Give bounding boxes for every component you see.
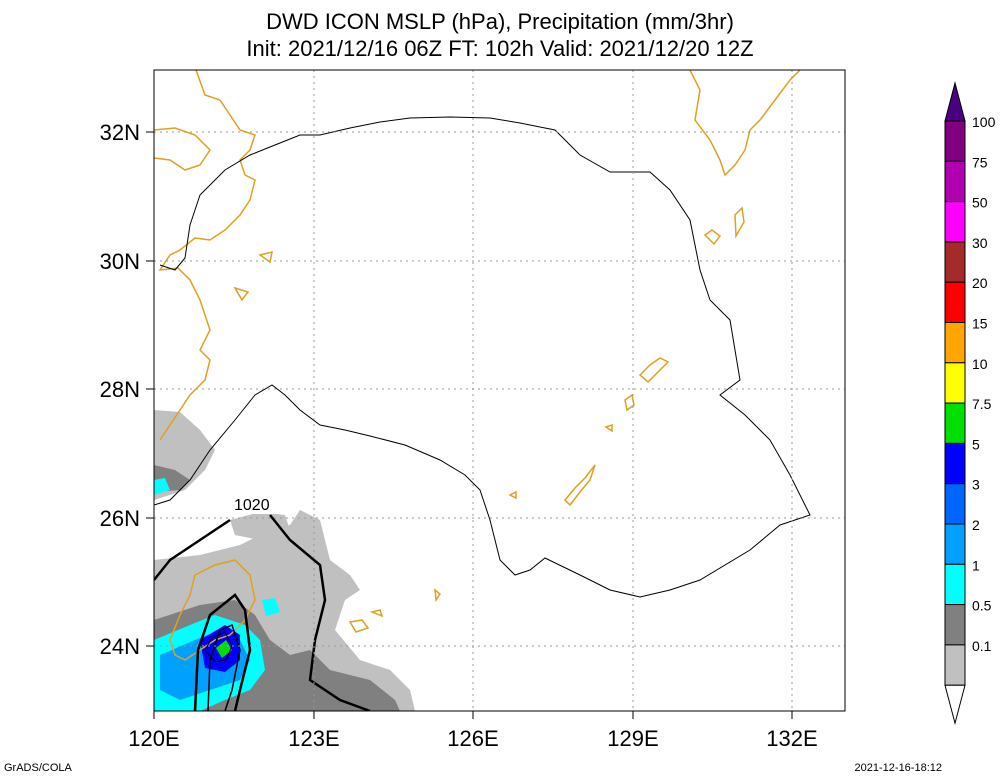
- legend-top-arrow: [944, 81, 966, 122]
- coastline-china: [158, 70, 256, 441]
- graticule: [154, 70, 845, 711]
- lon-tick-label: 123E: [288, 726, 339, 751]
- coastline-kyushu: [689, 70, 801, 177]
- legend-swatch: [944, 281, 966, 324]
- legend-label: 75: [972, 154, 988, 170]
- legend-swatch: [944, 644, 966, 686]
- legend-label: 10: [972, 356, 988, 372]
- coastline-island: [348, 619, 370, 633]
- legend-bottom-arrow: [944, 684, 966, 726]
- legend-swatch: [944, 241, 966, 283]
- map-frame: [153, 69, 846, 712]
- coastline-china-north: [154, 127, 211, 171]
- legend-swatch: [944, 120, 966, 162]
- legend-label: 7.5: [972, 396, 992, 412]
- lat-tick-label: 24N: [100, 634, 140, 659]
- coastline-amami: [638, 357, 670, 384]
- coastline-island: [604, 423, 613, 433]
- precip-legend: 100 75 50 30 20 15 10 7.5 5 3 2 1 0.5 0.1: [944, 81, 996, 726]
- lon-tick-label: 132E: [766, 726, 817, 751]
- legend-label: 100: [972, 114, 996, 130]
- coastline-island: [233, 286, 250, 302]
- legend-label: 50: [972, 195, 988, 211]
- legend-label: 0.1: [972, 638, 992, 654]
- precip-area-cyan: [262, 598, 280, 616]
- isobar-label: 1020: [234, 497, 270, 514]
- coastlines: [154, 70, 801, 661]
- legend-label: 20: [972, 275, 988, 291]
- lon-tick-label: 129E: [607, 726, 658, 751]
- footer-credit: GrADS/COLA: [4, 762, 72, 774]
- precip-area-green: [216, 640, 232, 658]
- ticks: [146, 131, 793, 719]
- coastline-island: [434, 588, 442, 603]
- legend-swatch: [944, 604, 966, 646]
- lat-tick-label: 28N: [100, 377, 140, 402]
- legend-label: 1: [972, 557, 980, 573]
- legend-label: 2: [972, 517, 980, 533]
- precip-area-light: [230, 512, 290, 540]
- legend-swatch: [944, 402, 966, 444]
- legend-label: 15: [972, 316, 988, 332]
- legend-swatch: [944, 523, 966, 565]
- legend-swatch: [944, 442, 966, 485]
- legend-label: 0.5: [972, 598, 992, 614]
- isobar-label-bg: [232, 494, 278, 514]
- lon-tick-label: 120E: [128, 726, 179, 751]
- coastline-island: [369, 609, 384, 618]
- coastline-island: [734, 206, 745, 239]
- coastline-okinawa: [563, 464, 596, 507]
- chart-subtitle: Init: 2021/12/16 06Z FT: 102h Valid: 202…: [246, 36, 754, 61]
- coastline-island: [624, 393, 635, 412]
- isobar-thick-inner2: [207, 623, 241, 711]
- axis-labels: 120E 123E 126E 129E 132E 24N 26N 28N 30N…: [100, 120, 818, 751]
- chart-title: DWD ICON MSLP (hPa), Precipitation (mm/3…: [266, 9, 734, 34]
- lon-tick-label: 126E: [447, 726, 498, 751]
- precip-area-cyan: [154, 478, 170, 495]
- lat-tick-label: 26N: [100, 506, 140, 531]
- isobars: [154, 116, 811, 711]
- legend-swatch: [944, 160, 966, 203]
- legend-swatch: [944, 201, 966, 243]
- isobar-thick: [269, 514, 371, 711]
- legend-label: 5: [972, 436, 980, 452]
- legend-label: 3: [972, 477, 980, 493]
- coastline-island: [703, 229, 722, 246]
- footer-timestamp: 2021-12-16-18:12: [854, 762, 942, 774]
- coastline-island: [508, 490, 517, 500]
- isobar-thick: [154, 518, 231, 581]
- lat-tick-label: 30N: [100, 249, 140, 274]
- legend-label: 30: [972, 235, 988, 251]
- legend-swatch: [944, 483, 966, 525]
- legend-swatch: [944, 362, 966, 404]
- coastline-taiwan: [169, 559, 256, 661]
- isobar-thin: [154, 116, 811, 598]
- map-content: 1020: [154, 70, 845, 711]
- lat-tick-label: 32N: [100, 120, 140, 145]
- legend-swatch: [944, 322, 966, 364]
- coastline-island: [258, 250, 273, 264]
- legend-swatch: [944, 563, 966, 606]
- isobar-thick-inner: [193, 593, 252, 711]
